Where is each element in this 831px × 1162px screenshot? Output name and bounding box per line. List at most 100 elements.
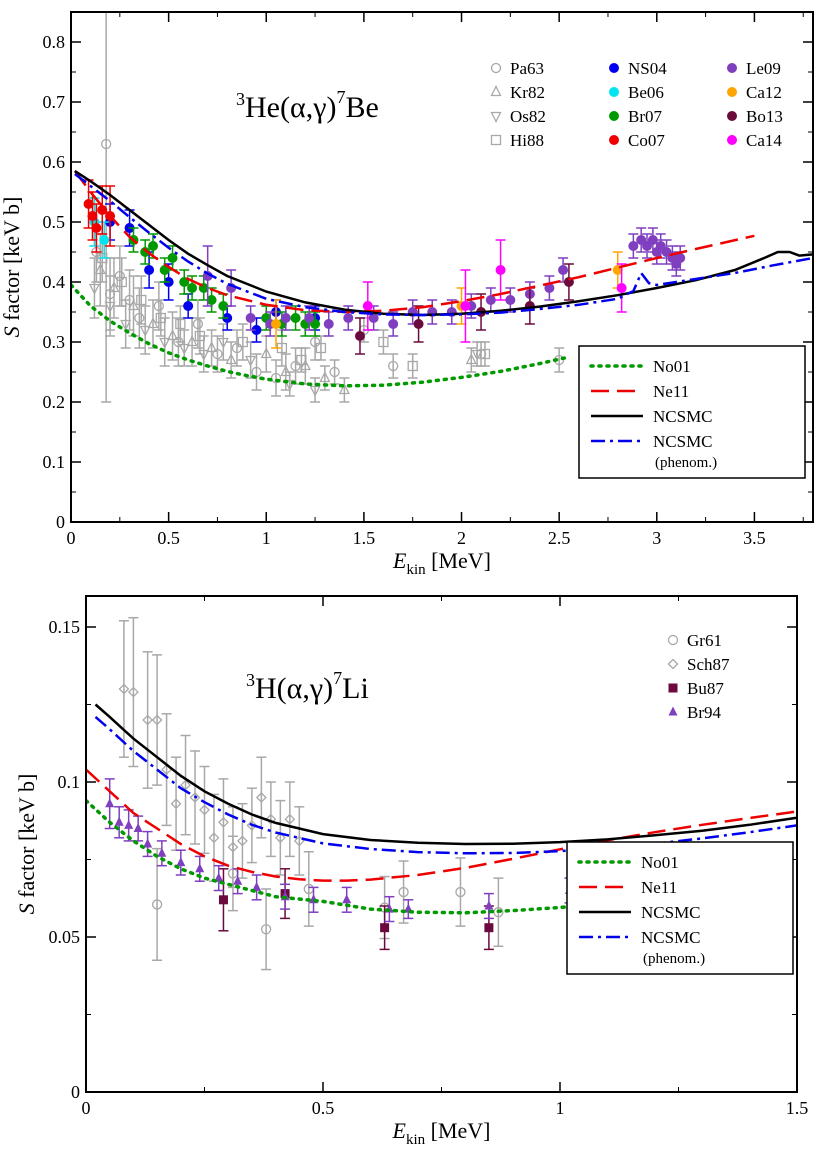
y-axis-title-symbol: S xyxy=(14,903,39,914)
data-point xyxy=(142,714,154,726)
data-point xyxy=(167,253,178,263)
legend-label: Sch87 xyxy=(687,655,730,674)
data-point xyxy=(309,336,321,348)
data-point xyxy=(231,342,243,354)
data-point xyxy=(127,686,139,698)
data-point xyxy=(636,235,647,245)
curve-ne11 xyxy=(73,170,755,314)
y-tick-label: 0 xyxy=(71,1082,80,1102)
legend-label: Os82 xyxy=(510,107,546,126)
data-point xyxy=(280,365,292,377)
data-point xyxy=(319,371,331,383)
data-point xyxy=(151,714,163,726)
y-tick-label: 0.1 xyxy=(58,772,81,792)
legend-label: Pa63 xyxy=(510,59,544,78)
data-point xyxy=(178,343,190,355)
y-tick-label: 0.2 xyxy=(43,392,66,412)
data-point xyxy=(661,247,672,257)
data-point xyxy=(407,360,418,372)
data-point xyxy=(455,886,466,898)
data-point xyxy=(189,792,201,803)
legend-label: Br07 xyxy=(628,107,663,126)
x-tick-label: 2 xyxy=(457,528,466,548)
data-point xyxy=(280,313,291,323)
data-point xyxy=(329,366,340,378)
legend-label: Ca12 xyxy=(746,83,782,102)
data-point xyxy=(616,283,627,293)
data-point xyxy=(354,331,365,341)
y-axis-title-rest: factor [keV b] xyxy=(0,197,24,327)
data-point xyxy=(199,804,210,816)
legend-marker xyxy=(609,135,619,145)
data-point xyxy=(398,886,409,898)
data-point xyxy=(134,312,145,324)
y-axis-title: S factor [keV b] xyxy=(14,774,39,915)
reaction-main: He(α,γ) xyxy=(245,91,336,124)
data-point xyxy=(192,318,204,330)
legend-marker xyxy=(727,63,737,73)
x-axis-title-symbol: E xyxy=(392,1118,407,1143)
data-point xyxy=(217,337,229,349)
data-point xyxy=(237,336,248,348)
x-tick-label: 3 xyxy=(652,528,661,548)
data-point xyxy=(388,319,399,329)
theory-curves xyxy=(71,169,813,388)
curve-no01 xyxy=(86,798,657,915)
y-tick-label: 0.3 xyxy=(43,332,66,352)
legend-marker xyxy=(727,111,737,121)
legend-label: Hi88 xyxy=(510,131,544,150)
data-point xyxy=(284,813,296,825)
data-point xyxy=(274,832,286,844)
data-point xyxy=(309,385,321,397)
curve-legend-box xyxy=(578,345,806,479)
data-point xyxy=(484,923,494,933)
data-point xyxy=(505,295,516,305)
legend-label: Ca14 xyxy=(746,131,782,150)
data-point xyxy=(227,841,239,853)
legend-marker xyxy=(490,111,502,123)
data-point xyxy=(104,301,116,313)
x-axis-title: Ekin [MeV] xyxy=(392,548,491,578)
data-point xyxy=(218,816,229,828)
data-point xyxy=(157,847,167,857)
legend-marker xyxy=(609,111,619,121)
data-point xyxy=(255,792,267,803)
data-point xyxy=(151,899,163,910)
y-tick-label: 0.05 xyxy=(49,927,81,947)
data-point xyxy=(186,335,198,347)
legend-label: Bu87 xyxy=(687,679,724,698)
data-legend: Gr61 Sch87 Bu87 Br94 xyxy=(667,631,730,722)
data-point xyxy=(655,241,666,251)
legend-marker xyxy=(668,706,678,716)
curve-legend-label-sub: (phenom.) xyxy=(643,951,705,967)
data-point xyxy=(642,241,653,251)
axis-ticks: 0 0.5 1 1.5 0 0.05 0.1 0.15 xyxy=(49,596,808,1118)
data-point xyxy=(270,372,282,384)
legend-marker xyxy=(727,135,737,145)
series-co07 xyxy=(83,179,116,253)
x-axis-title-symbol: E xyxy=(392,548,407,573)
x-tick-label: 3.5 xyxy=(743,528,766,548)
y-axis-title-rest: factor [keV b] xyxy=(14,774,39,904)
data-point xyxy=(378,336,389,348)
legend-label: Kr82 xyxy=(510,83,545,102)
curve-no01 xyxy=(71,283,571,388)
data-point xyxy=(147,317,159,329)
axis-ticks: 0 0.5 1 1.5 2 2.5 3 3.5 0 0.1 0.2 0.3 0.4 0.5 0.6 0.7 0.… xyxy=(43,11,813,548)
curve-legend-label: NCSMC xyxy=(641,928,701,947)
reaction-pre-sup: 3 xyxy=(246,670,255,690)
legend-marker xyxy=(667,658,679,670)
data-point xyxy=(310,319,321,329)
data-point xyxy=(127,299,140,311)
y-tick-label: 0.8 xyxy=(43,32,66,52)
data-point xyxy=(179,277,190,287)
x-tick-label: 1 xyxy=(556,1098,565,1118)
curve-legend-label: No01 xyxy=(653,357,691,376)
data-point xyxy=(245,313,256,323)
data-point xyxy=(260,347,272,359)
data-point xyxy=(139,325,151,337)
x-tick-label: 1 xyxy=(262,528,271,548)
data-point xyxy=(290,313,301,323)
data-point xyxy=(362,301,373,311)
